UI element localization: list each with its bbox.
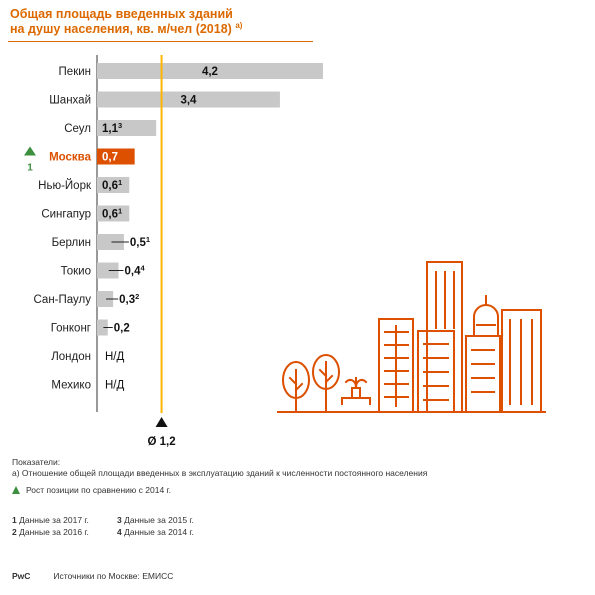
category-label: Нью-Йорк xyxy=(38,179,92,192)
year-note: 4 Данные за 2014 г. xyxy=(117,527,194,537)
category-label: Пекин xyxy=(59,66,91,78)
bar xyxy=(97,291,114,307)
value-label: 1,13 xyxy=(102,121,122,135)
footer: PwC Источники по Москве: ЕМИСС xyxy=(12,571,173,581)
value-footnote: 3 xyxy=(118,121,122,130)
value-footnote: 1 xyxy=(118,207,122,216)
value-label: 0,51 xyxy=(130,235,150,249)
value-label: 0,7 xyxy=(102,152,118,164)
category-label: Гонконг xyxy=(51,323,91,335)
value-footnote: 2 xyxy=(135,292,139,301)
value-label: 0,61 xyxy=(102,178,122,192)
bar xyxy=(97,234,124,250)
bar xyxy=(97,63,323,79)
bar xyxy=(97,177,130,193)
average-marker-icon xyxy=(155,417,168,427)
value-label: 0,2 xyxy=(114,323,130,335)
value-label: 4,2 xyxy=(202,66,218,78)
bar xyxy=(97,319,108,336)
average-label: Ø 1,2 xyxy=(147,436,175,448)
year-note: 2 Данные за 2016 г. xyxy=(12,527,89,537)
triangle-up-icon xyxy=(12,486,20,494)
bar xyxy=(97,91,280,108)
bar xyxy=(97,120,157,136)
value-label: 0,44 xyxy=(125,264,146,278)
value-label: 0,61 xyxy=(102,207,122,221)
category-label: Сан-Паулу xyxy=(34,294,92,306)
chart-title-line2: на душу населения, кв. м/чел (2018) xyxy=(10,22,232,36)
chart-title: Общая площадь введенных зданий на душу н… xyxy=(10,7,310,37)
rank-change-label: 1 xyxy=(27,163,33,174)
category-label: Сингапур xyxy=(41,209,91,221)
category-label: Токио xyxy=(61,266,91,278)
value-label: Н/Д xyxy=(105,351,125,363)
value-label: 0,32 xyxy=(119,292,139,306)
category-label: Москва xyxy=(49,152,92,164)
chart-title-note: а) xyxy=(235,20,243,30)
legend-rank-up: Рост позиции по сравнению с 2014 г. xyxy=(12,485,171,495)
chart-title-line1: Общая площадь введенных зданий xyxy=(10,7,233,21)
year-notes: 1 Данные за 2017 г. 3 Данные за 2015 г. 2… xyxy=(12,514,222,538)
category-label: Сеул xyxy=(64,123,91,135)
title-underline xyxy=(8,41,313,42)
value-footnote: 4 xyxy=(141,264,146,273)
category-label: Берлин xyxy=(52,237,91,249)
category-label: Лондон xyxy=(51,351,91,363)
source-note: Источники по Москве: ЕМИСС xyxy=(53,571,174,581)
notes-block: Показатели: а) Отношение общей площади в… xyxy=(12,457,427,479)
year-note: 3 Данные за 2015 г. xyxy=(117,515,194,525)
category-label: Мехико xyxy=(51,380,91,392)
brand-logo: PwC xyxy=(12,571,31,581)
city-skyline-icon xyxy=(277,261,546,413)
notes-definition: а) Отношение общей площади введенных в э… xyxy=(12,468,428,478)
bar-chart: Пекин 4,2 Шанхай 3,4 Сеул 1,13 Москва 0,7 1 Нью-Й… xyxy=(24,55,323,448)
bar xyxy=(97,148,135,165)
value-footnote: 1 xyxy=(118,178,122,187)
bar xyxy=(97,262,119,279)
notes-heading: Показатели: xyxy=(12,457,61,467)
bar xyxy=(97,205,130,222)
value-label: 3,4 xyxy=(180,95,197,107)
legend-rank-up-label: Рост позиции по сравнению с 2014 г. xyxy=(26,485,171,495)
rank-up-icon xyxy=(24,146,36,156)
value-label: Н/Д xyxy=(105,380,125,392)
value-footnote: 1 xyxy=(146,235,150,244)
year-note: 1 Данные за 2017 г. xyxy=(12,515,89,525)
category-label: Шанхай xyxy=(49,95,91,107)
